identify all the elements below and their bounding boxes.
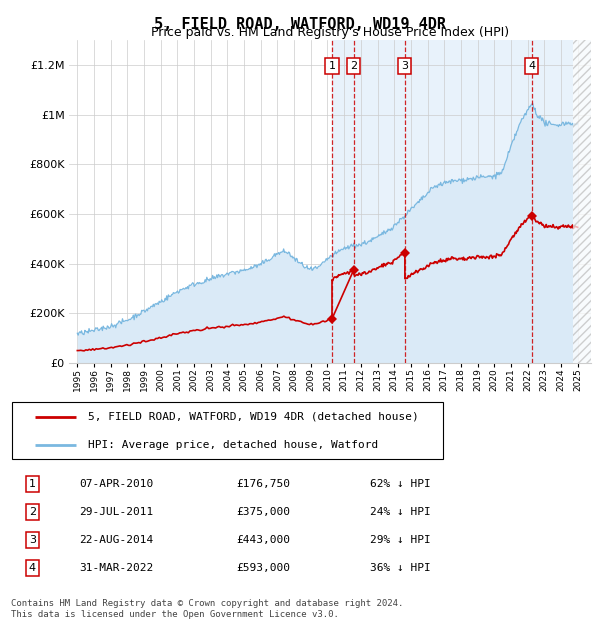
Text: 5, FIELD ROAD, WATFORD, WD19 4DR (detached house): 5, FIELD ROAD, WATFORD, WD19 4DR (detach… [88,412,418,422]
Text: 07-APR-2010: 07-APR-2010 [79,479,153,489]
Bar [332,40,591,363]
Text: 29-JUL-2011: 29-JUL-2011 [79,507,153,517]
Text: £176,750: £176,750 [236,479,290,489]
Text: 2: 2 [29,507,36,517]
Text: 2: 2 [350,61,357,71]
Text: 3: 3 [29,535,36,545]
Text: 1: 1 [29,479,36,489]
Text: 3: 3 [401,61,409,71]
Text: HPI: Average price, detached house, Watford: HPI: Average price, detached house, Watf… [88,440,378,450]
Text: 1: 1 [329,61,335,71]
Text: 62% ↓ HPI: 62% ↓ HPI [370,479,431,489]
Text: £443,000: £443,000 [236,535,290,545]
FancyBboxPatch shape [12,402,443,459]
Text: £593,000: £593,000 [236,563,290,573]
Title: Price paid vs. HM Land Registry's House Price Index (HPI): Price paid vs. HM Land Registry's House … [151,26,509,39]
Text: £375,000: £375,000 [236,507,290,517]
Text: 31-MAR-2022: 31-MAR-2022 [79,563,153,573]
Text: 4: 4 [29,563,36,573]
Text: 29% ↓ HPI: 29% ↓ HPI [370,535,431,545]
Text: 24% ↓ HPI: 24% ↓ HPI [370,507,431,517]
Text: 36% ↓ HPI: 36% ↓ HPI [370,563,431,573]
Text: 5, FIELD ROAD, WATFORD, WD19 4DR: 5, FIELD ROAD, WATFORD, WD19 4DR [154,17,446,32]
Text: 4: 4 [528,61,535,71]
Text: Contains HM Land Registry data © Crown copyright and database right 2024.
This d: Contains HM Land Registry data © Crown c… [11,600,403,619]
Text: 22-AUG-2014: 22-AUG-2014 [79,535,153,545]
